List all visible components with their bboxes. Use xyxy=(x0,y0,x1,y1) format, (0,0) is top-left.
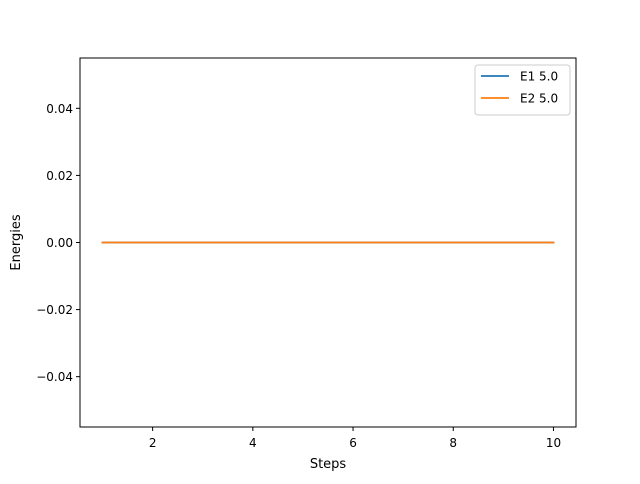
legend-label-2: E2 5.0 xyxy=(520,92,558,106)
legend: E1 5.0 E2 5.0 xyxy=(474,64,571,116)
legend-box xyxy=(474,64,571,116)
x-tick-label: 6 xyxy=(349,436,357,450)
y-tick-label: −0.04 xyxy=(36,370,73,384)
y-tick-label: 0.00 xyxy=(46,236,73,250)
y-tick-label: 0.04 xyxy=(46,102,73,116)
y-tick-label: 0.02 xyxy=(46,169,73,183)
x-tick-label: 2 xyxy=(149,436,157,450)
x-axis-label: Steps xyxy=(310,457,347,472)
x-tick-label: 8 xyxy=(449,436,457,450)
y-axis-ticks: −0.04 −0.02 0.00 0.02 0.04 xyxy=(36,102,80,384)
y-tick-label: −0.02 xyxy=(36,303,73,317)
legend-label-1: E1 5.0 xyxy=(520,70,558,84)
x-tick-label: 4 xyxy=(249,436,257,450)
y-axis-label: Energies xyxy=(9,214,24,270)
x-axis-ticks: 2 4 6 8 10 xyxy=(149,427,561,450)
x-tick-label: 10 xyxy=(546,436,561,450)
plot-area-frame xyxy=(79,57,577,428)
